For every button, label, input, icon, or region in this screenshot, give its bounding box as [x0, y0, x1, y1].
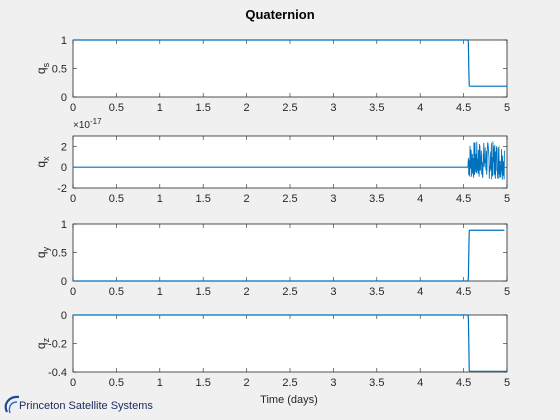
y-tick-label: 0 [61, 162, 67, 174]
x-tick-label: 3.5 [369, 377, 384, 389]
axes-box [72, 314, 508, 373]
x-tick-label: 1 [157, 193, 163, 205]
y-axis-label-sub: s [41, 62, 51, 67]
x-tick-label: 2.5 [282, 377, 297, 389]
x-tick-label: 0 [70, 102, 76, 114]
x-tick-label: 3.5 [369, 193, 384, 205]
y-tick-label: 1 [61, 35, 67, 47]
x-tick-label: 2 [244, 193, 250, 205]
y-tick-label: 0 [61, 92, 67, 104]
x-tick-label: 3.5 [369, 286, 384, 298]
x-tick-label: 4 [417, 102, 423, 114]
x-tick-label: 4 [417, 286, 423, 298]
x-tick-label: 0.5 [109, 286, 124, 298]
x-tick-label: 0.5 [109, 193, 124, 205]
y-axis-label-sub: x [41, 156, 51, 161]
series-line [73, 39, 507, 87]
x-tick-label: 5 [504, 377, 510, 389]
subplot-qs: 0 0.5 1 1.5 2 2.5 3 3.5 4 4.5 5 0 0.5 1 qs [34, 35, 510, 114]
x-tick-label: 4.5 [456, 286, 471, 298]
y-tick-label: -2 [57, 183, 67, 195]
x-tick-label: 3 [330, 286, 336, 298]
x-tick-label: 2.5 [282, 193, 297, 205]
x-tick-label: 1.5 [196, 286, 211, 298]
axes-box [72, 223, 508, 282]
x-tick-label: 1.5 [196, 377, 211, 389]
x-tick-label: 1 [157, 286, 163, 298]
x-tick-label: 1 [157, 102, 163, 114]
x-tick-label: 4 [417, 377, 423, 389]
series-line [73, 314, 507, 372]
x-tick-label: 3 [330, 377, 336, 389]
y-tick-label: -0.4 [48, 367, 67, 379]
x-tick-label: 1 [157, 377, 163, 389]
y-axis-label-sub: z [41, 337, 51, 342]
x-tick-label: 4.5 [456, 377, 471, 389]
series-line [73, 229, 505, 282]
y-axis-label: qy [34, 246, 51, 258]
x-tick-label: 4.5 [456, 102, 471, 114]
pss-logo-icon [4, 395, 20, 414]
y-axis-label: qs [34, 62, 51, 74]
x-tick-label: 3 [330, 102, 336, 114]
x-tick-label: 5 [504, 193, 510, 205]
x-tick-label: 3 [330, 193, 336, 205]
y-tick-label: 2 [61, 141, 67, 153]
axes-box [72, 135, 508, 189]
x-tick-label: 2.5 [282, 286, 297, 298]
x-tick-label: 0.5 [109, 102, 124, 114]
x-tick-label: 4.5 [456, 193, 471, 205]
x-tick-label: 0 [70, 286, 76, 298]
y-exponent-power: -17 [90, 117, 102, 126]
x-tick-label: 0 [70, 377, 76, 389]
x-tick-label: 3.5 [369, 102, 384, 114]
y-tick-label: 0.5 [52, 248, 67, 260]
axes-box [72, 39, 508, 98]
y-axis-label: qz [34, 337, 51, 349]
x-tick-label: 5 [504, 286, 510, 298]
x-tick-label: 2.5 [282, 102, 297, 114]
x-tick-label: 2 [244, 102, 250, 114]
y-tick-label: 1 [61, 219, 67, 231]
company-logo-text: Princeton Satellite Systems [19, 400, 153, 412]
subplot-qz: 0 0.5 1 1.5 2 2.5 3 3.5 4 4.5 5 -0.4 -0.2 0 qz [34, 310, 510, 389]
x-tick-label: 1.5 [196, 102, 211, 114]
x-tick-label: 0 [70, 193, 76, 205]
x-tick-label: 0.5 [109, 377, 124, 389]
subplot-qy: 0 0.5 1 1.5 2 2.5 3 3.5 4 4.5 5 0 0.5 1 qy [34, 219, 510, 298]
y-tick-label: 0.5 [52, 64, 67, 76]
y-axis-label: qx [34, 156, 51, 168]
x-tick-label: 5 [504, 102, 510, 114]
x-tick-label: 2 [244, 286, 250, 298]
x-tick-label: 2 [244, 377, 250, 389]
y-tick-label: -0.2 [48, 339, 67, 351]
y-axis-label-sub: y [41, 246, 51, 251]
x-tick-label: 1.5 [196, 193, 211, 205]
series-noise-line [467, 141, 505, 180]
x-axis-label: Time (days) [260, 394, 318, 406]
y-tick-label: 0 [61, 276, 67, 288]
figure-title: Quaternion [245, 7, 314, 22]
y-tick-label: 0 [61, 310, 67, 322]
x-tick-label: 4 [417, 193, 423, 205]
